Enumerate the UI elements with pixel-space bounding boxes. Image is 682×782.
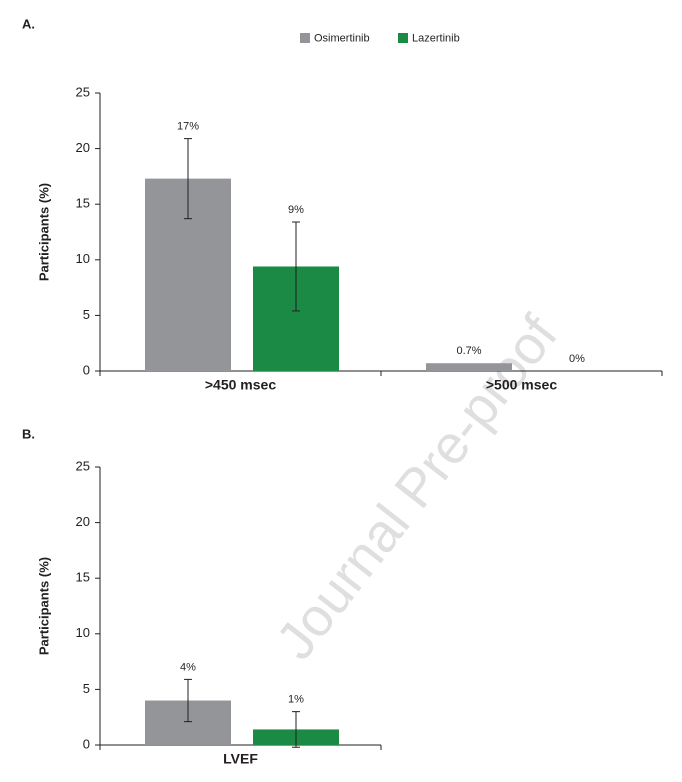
y-tick-label: 0 (83, 736, 90, 751)
y-tick-label: 5 (83, 307, 90, 322)
y-tick-label: 20 (76, 140, 90, 155)
value-label: 0.7% (456, 345, 481, 357)
y-tick-label: 15 (76, 570, 90, 585)
legend-label: Lazertinib (412, 32, 460, 44)
y-tick-label: 5 (83, 681, 90, 696)
value-label: 1% (288, 694, 304, 706)
panel-label: A. (22, 16, 35, 31)
legend-swatch (398, 33, 408, 43)
error-bar (184, 678, 192, 723)
y-tick-label: 0 (83, 362, 90, 377)
error-bar (292, 221, 300, 312)
y-axis-label: Participants (%) (36, 557, 51, 655)
value-label: 0% (569, 353, 585, 365)
x-tick-label: >500 msec (486, 377, 557, 393)
panel-label: B. (22, 426, 35, 441)
value-label: 9% (288, 204, 304, 216)
value-label: 17% (177, 120, 199, 132)
y-tick-label: 20 (76, 514, 90, 529)
x-tick-label: LVEF (223, 751, 258, 767)
y-tick-label: 10 (76, 251, 90, 266)
y-tick-label: 25 (76, 84, 90, 99)
legend-swatch (300, 33, 310, 43)
bar (426, 363, 512, 371)
x-tick-label: >450 msec (205, 377, 276, 393)
value-label: 4% (180, 661, 196, 673)
error-bar (292, 711, 300, 748)
y-tick-label: 10 (76, 625, 90, 640)
y-tick-label: 25 (76, 458, 90, 473)
y-axis-label: Participants (%) (36, 183, 51, 281)
y-tick-label: 15 (76, 196, 90, 211)
legend-label: Osimertinib (314, 32, 370, 44)
error-bar (184, 138, 192, 220)
